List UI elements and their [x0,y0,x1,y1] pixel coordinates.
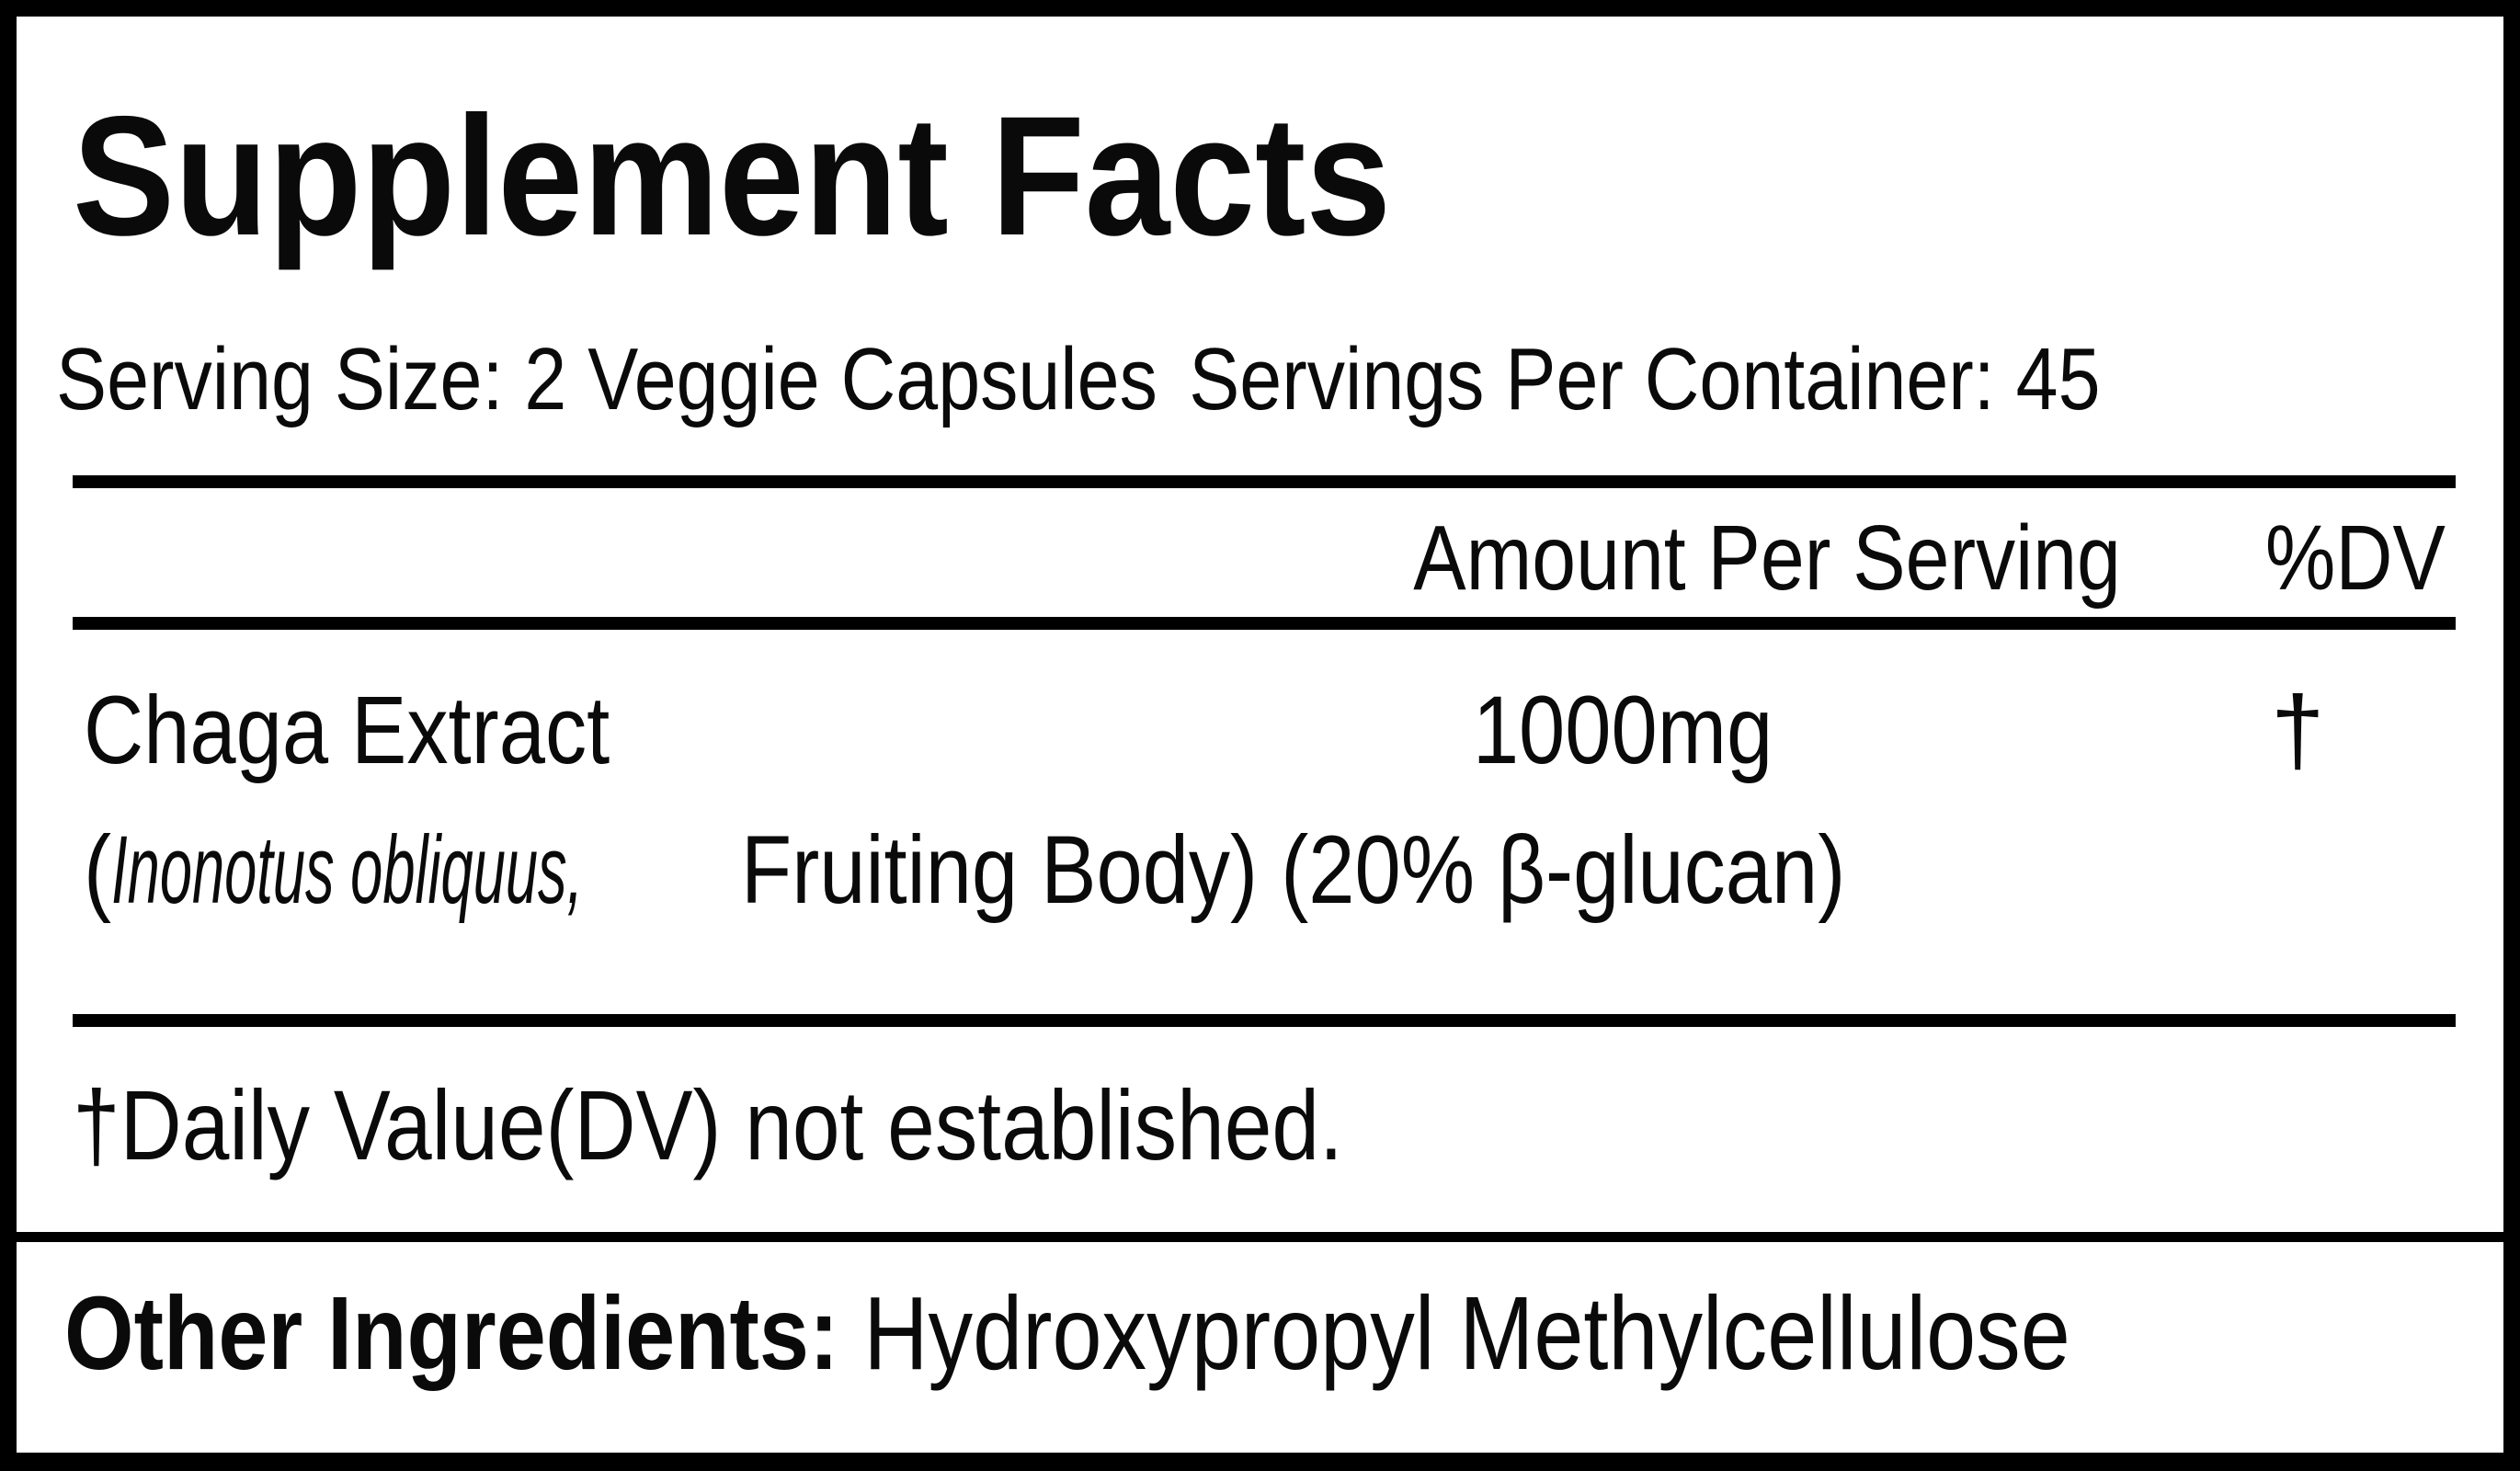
dv-header: %DV [2265,507,2446,610]
ingredient-dv: † [2271,677,2325,784]
other-ingredients-label: Other Ingredients: [64,1275,839,1391]
amount-header: Amount Per Serving [1413,507,2121,610]
serving-size: Serving Size: 2 Veggie Capsules [56,330,1157,428]
rule-bottom [73,1014,2456,1027]
ingredient-name: Chaga Extract [84,677,610,784]
species-name: Inonotus obliquus, [111,816,584,924]
rule-header [73,617,2456,630]
rule-top [73,475,2456,488]
ingredient-amount: 1000mg [1472,677,1773,784]
section-divider [0,1232,2520,1242]
other-ingredients-value: Hydroxypropyl Methylcellulose [838,1275,2070,1391]
footnote: †Daily Value(DV) not established. [73,1069,1343,1180]
other-ingredients: Other Ingredients: Hydroxypropyl Methylc… [64,1282,2070,1385]
page-title: Supplement Facts [73,82,1392,271]
ingredient-detail: (Inonotus obliquus, Fruiting Body) (20% … [84,816,1846,924]
servings-per-container: Servings Per Container: 45 [1189,330,2101,428]
serving-info: Serving Size: 2 Veggie Capsules Servings … [56,336,2132,424]
